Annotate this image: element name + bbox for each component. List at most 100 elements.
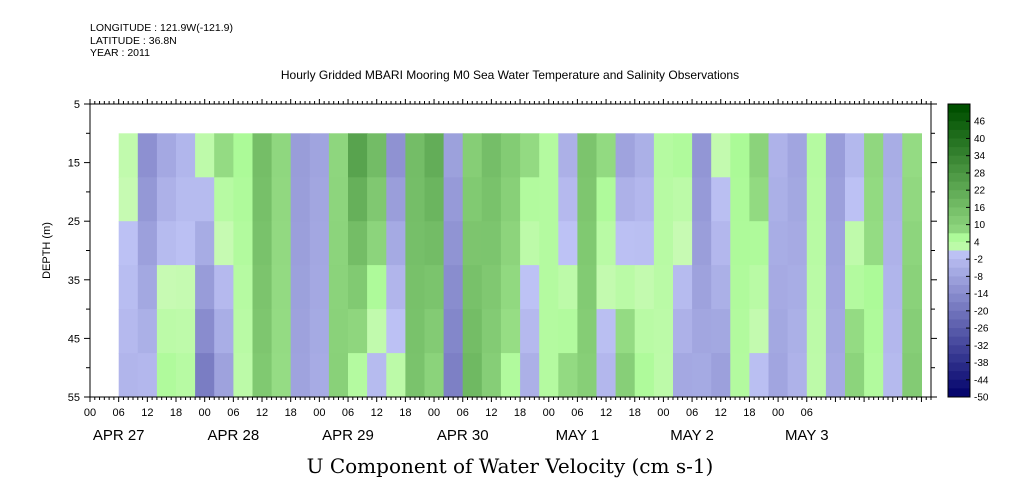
heatmap-cell xyxy=(692,221,712,266)
heatmap-cell xyxy=(328,221,349,266)
heatmap-cell xyxy=(749,221,770,266)
heatmap-cell xyxy=(462,353,483,398)
heatmap-cell xyxy=(271,177,292,222)
colorbar-label: -26 xyxy=(974,324,989,335)
heatmap-cell xyxy=(692,309,712,354)
heatmap-cell xyxy=(405,221,426,266)
heatmap-cell xyxy=(653,265,674,310)
heatmap-cell xyxy=(137,177,158,222)
heatmap-cell xyxy=(137,221,158,266)
x-tick-label: 06 xyxy=(686,407,698,419)
heatmap-cell xyxy=(577,265,598,310)
heatmap-cell xyxy=(367,353,387,398)
heatmap-cell xyxy=(883,265,903,310)
heatmap-cell xyxy=(405,309,426,354)
heatmap-cell xyxy=(902,353,922,398)
heatmap-cell xyxy=(462,221,483,266)
heatmap-cell xyxy=(290,309,311,354)
colorbar-band xyxy=(948,285,970,295)
colorbar-label: 10 xyxy=(974,220,986,231)
heatmap-cell xyxy=(195,353,215,398)
colorbar-label: 40 xyxy=(974,134,986,145)
heatmap-cell xyxy=(902,221,922,266)
date-label: APR 30 xyxy=(437,427,489,444)
heatmap-cell xyxy=(424,177,445,222)
x-tick-label: 12 xyxy=(600,407,612,419)
x-tick-label: 06 xyxy=(571,407,583,419)
heatmap-cell xyxy=(233,353,254,398)
colorbar-band xyxy=(948,293,970,303)
heatmap-cell xyxy=(367,221,387,266)
heatmap-cell xyxy=(787,353,808,398)
heatmap-cell xyxy=(367,133,387,178)
heatmap-cell xyxy=(577,221,598,266)
heatmap-cell xyxy=(443,133,464,178)
heatmap-cell xyxy=(348,353,368,398)
heatmap-cell xyxy=(118,177,139,222)
x-tick-label: 00 xyxy=(313,407,325,419)
y-tick-label: 25 xyxy=(68,216,80,228)
heatmap-cell xyxy=(558,133,578,178)
heatmap-cell xyxy=(386,309,406,354)
heatmap-cell xyxy=(596,309,617,354)
heatmap-cell xyxy=(634,133,655,178)
heatmap-cell xyxy=(118,133,139,178)
heatmap-cells xyxy=(118,133,922,398)
heatmap-cell xyxy=(195,265,215,310)
heatmap-cell xyxy=(730,353,750,398)
heatmap-cell xyxy=(328,265,349,310)
heatmap-cell xyxy=(825,133,846,178)
heatmap-cell xyxy=(539,265,559,310)
heatmap-cell xyxy=(443,353,464,398)
colorbar-band xyxy=(948,302,970,312)
heatmap-cell xyxy=(328,353,349,398)
latitude-label: LATITUDE : 36.8N xyxy=(90,34,177,47)
y-tick-label: 55 xyxy=(68,392,80,404)
heatmap-cell xyxy=(634,221,655,266)
heatmap-cell xyxy=(520,133,540,178)
heatmap-cell xyxy=(462,265,483,310)
heatmap-cell xyxy=(386,353,406,398)
heatmap-cell xyxy=(634,309,655,354)
x-tick-label: 18 xyxy=(170,407,182,419)
x-tick-label: 06 xyxy=(113,407,125,419)
x-tick-label: 18 xyxy=(514,407,526,419)
heatmap-cell xyxy=(405,353,426,398)
colorbar-band xyxy=(948,379,970,389)
colorbar-band xyxy=(948,207,970,217)
heatmap-cell xyxy=(214,309,234,354)
heatmap-cell xyxy=(137,353,158,398)
heatmap-cell xyxy=(118,265,139,310)
heatmap-cell xyxy=(233,133,254,178)
longitude-label: LONGITUDE : 121.9W(-121.9) xyxy=(90,22,233,34)
heatmap-cell xyxy=(443,265,464,310)
heatmap-cell xyxy=(348,309,368,354)
heatmap-cell xyxy=(520,221,540,266)
heatmap-cell xyxy=(386,133,406,178)
heatmap-cell xyxy=(481,309,502,354)
heatmap-cell xyxy=(673,353,693,398)
colorbar-label: -32 xyxy=(974,341,989,352)
heatmap-cell xyxy=(118,309,139,354)
colorbar-band xyxy=(948,250,970,260)
heatmap-cell xyxy=(845,353,865,398)
heatmap-cell xyxy=(711,177,731,222)
chart-title: Hourly Gridded MBARI Mooring M0 Sea Wate… xyxy=(280,68,740,82)
x-tick-label: 06 xyxy=(457,407,469,419)
heatmap-cell xyxy=(500,177,521,222)
heatmap-cell xyxy=(806,177,827,222)
x-tick-label: 00 xyxy=(772,407,784,419)
heatmap-cell xyxy=(271,265,292,310)
heatmap-cell xyxy=(825,353,846,398)
heatmap-cell xyxy=(309,221,330,266)
heatmap-cell xyxy=(902,265,922,310)
y-tick-label: 5 xyxy=(74,99,80,111)
heatmap-cell xyxy=(481,353,502,398)
heatmap-cell xyxy=(768,353,789,398)
colorbar-band xyxy=(948,310,970,320)
heatmap-cell xyxy=(558,221,578,266)
x-tick-label: 18 xyxy=(629,407,641,419)
heatmap-cell xyxy=(500,221,521,266)
heatmap-cell xyxy=(156,177,177,222)
heatmap-cell xyxy=(328,177,349,222)
